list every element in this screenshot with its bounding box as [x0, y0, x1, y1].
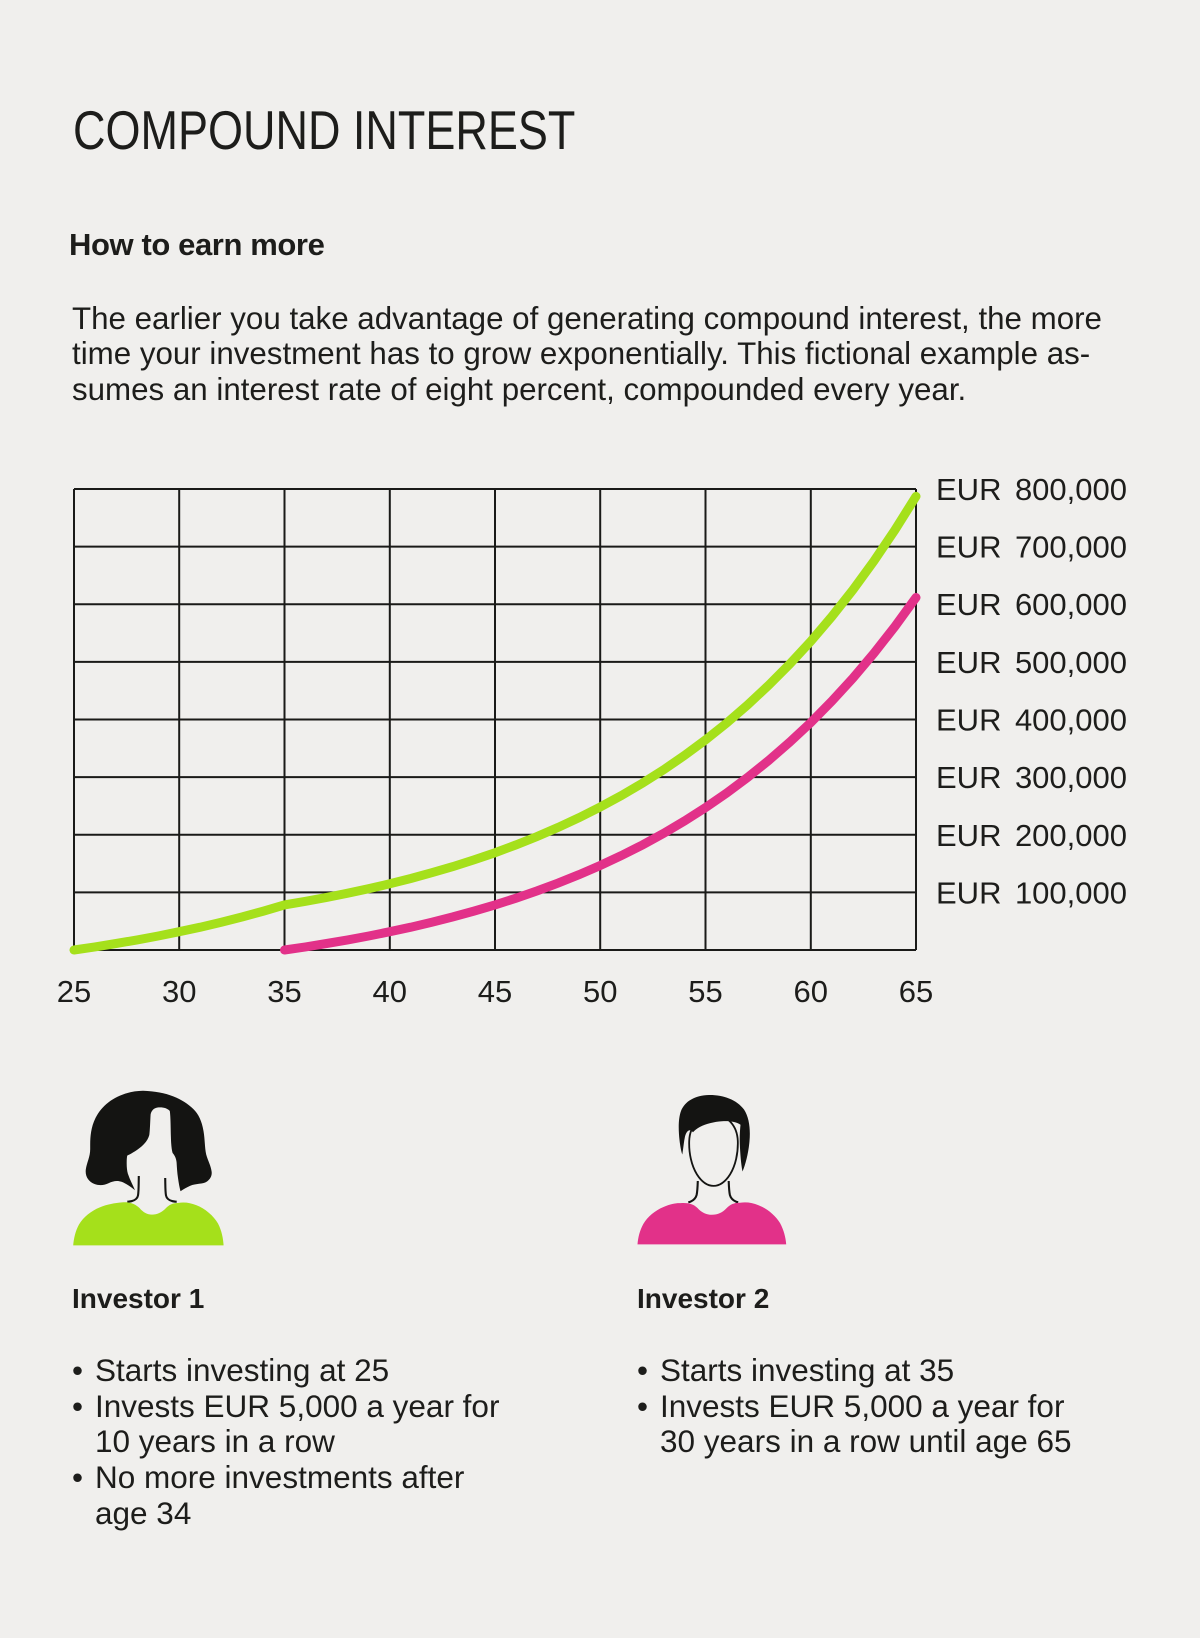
svg-text:600,000: 600,000 — [1015, 587, 1127, 622]
svg-text:500,000: 500,000 — [1015, 645, 1127, 680]
svg-text:30: 30 — [162, 974, 196, 1009]
svg-text:EUR: EUR — [936, 760, 1001, 795]
svg-text:EUR: EUR — [936, 818, 1001, 853]
svg-text:800,000: 800,000 — [1015, 472, 1127, 507]
svg-text:700,000: 700,000 — [1015, 530, 1127, 565]
svg-text:EUR: EUR — [936, 530, 1001, 565]
svg-text:100,000: 100,000 — [1015, 875, 1127, 910]
svg-text:400,000: 400,000 — [1015, 703, 1127, 738]
svg-text:55: 55 — [688, 974, 722, 1009]
svg-text:EUR: EUR — [936, 875, 1001, 910]
svg-text:45: 45 — [478, 974, 512, 1009]
svg-text:EUR: EUR — [936, 645, 1001, 680]
svg-text:40: 40 — [373, 974, 407, 1009]
svg-text:300,000: 300,000 — [1015, 760, 1127, 795]
svg-text:EUR: EUR — [936, 472, 1001, 507]
svg-text:60: 60 — [794, 974, 828, 1009]
svg-text:50: 50 — [583, 974, 617, 1009]
svg-text:35: 35 — [267, 974, 301, 1009]
svg-text:EUR: EUR — [936, 587, 1001, 622]
svg-text:EUR: EUR — [936, 703, 1001, 738]
svg-text:25: 25 — [57, 974, 91, 1009]
svg-text:65: 65 — [899, 974, 933, 1009]
svg-text:200,000: 200,000 — [1015, 818, 1127, 853]
